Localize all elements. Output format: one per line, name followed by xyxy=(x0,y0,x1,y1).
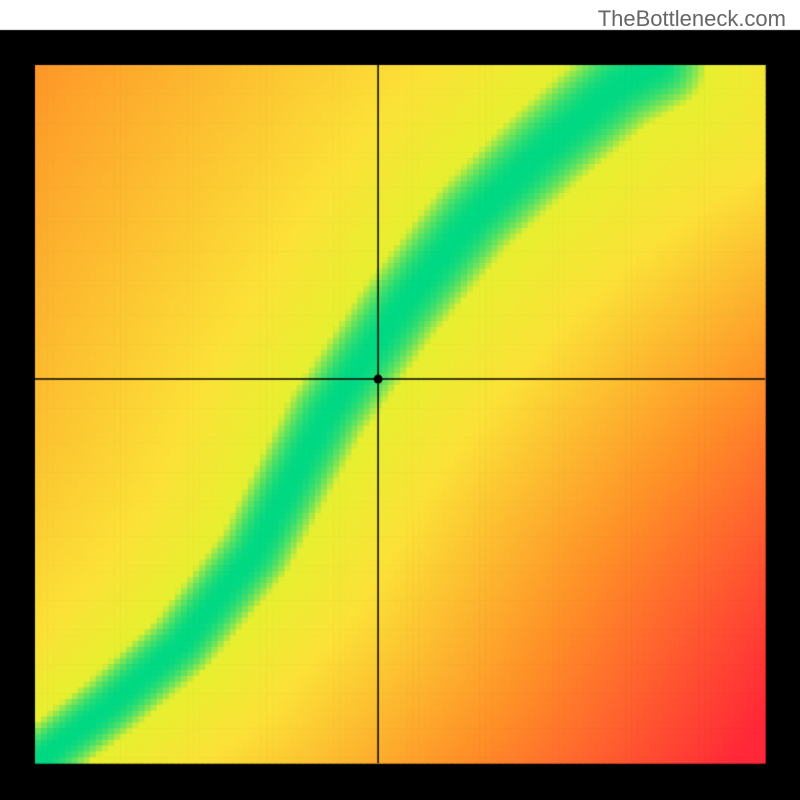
heatmap-canvas xyxy=(0,0,800,800)
watermark-text: TheBottleneck.com xyxy=(598,6,786,32)
chart-container: TheBottleneck.com xyxy=(0,0,800,800)
